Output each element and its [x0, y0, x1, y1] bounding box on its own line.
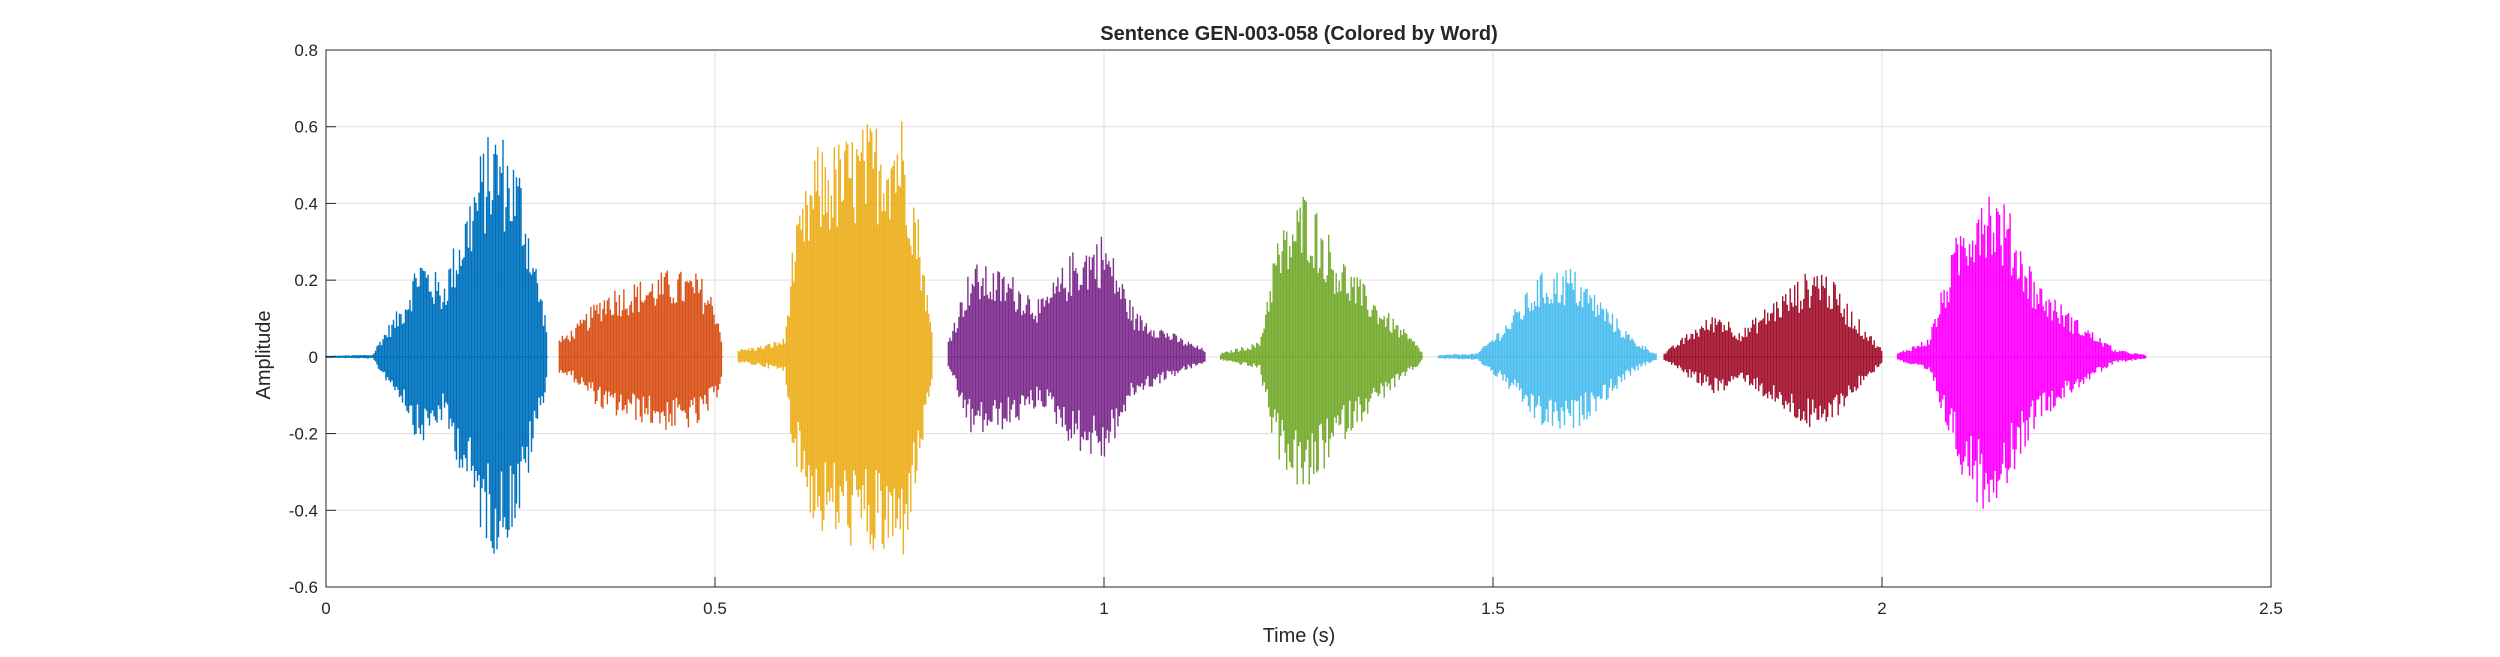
- waveform-path: [947, 236, 1206, 457]
- word-segment-6: [1437, 268, 1657, 429]
- waveform-path: [737, 121, 933, 555]
- chart-title: Sentence GEN-003-058 (Colored by Word): [1100, 23, 1498, 45]
- y-tick-label: -0.4: [289, 501, 318, 520]
- y-tick-label: 0: [309, 348, 318, 367]
- y-tick-label: -0.6: [289, 578, 318, 597]
- word-segment-2: [558, 270, 723, 430]
- x-tick-label: 2.5: [2259, 599, 2283, 618]
- x-tick-label: 1: [1099, 599, 1108, 618]
- y-axis-label: Amplitude: [253, 311, 275, 400]
- y-tick-label: 0.8: [294, 41, 318, 60]
- x-axis-label: Time (s): [1263, 625, 1336, 647]
- x-tick-label: 0: [321, 599, 330, 618]
- word-segment-4: [947, 236, 1206, 457]
- y-tick-label: 0.2: [294, 271, 318, 290]
- plot-box: [325, 49, 2272, 588]
- word-segment-7: [1663, 273, 1883, 428]
- word-segment-1: [325, 137, 548, 554]
- word-segment-3: [737, 121, 933, 555]
- x-tick-label: 0.5: [703, 599, 727, 618]
- y-tick-label: 0.6: [294, 118, 318, 137]
- y-tick-label: -0.2: [289, 425, 318, 444]
- x-tick-label: 1.5: [1481, 599, 1505, 618]
- x-tick-label: 2: [1877, 599, 1886, 618]
- word-segment-5: [1220, 196, 1423, 485]
- tick-labels: 0 0.5 1 1.5 2 2.5 -0.6 -0.4 -0.2 0 0.2 0.4 0.6 0.8: [289, 41, 2283, 618]
- waveform-series: [325, 121, 2147, 555]
- axes: [325, 49, 2272, 588]
- word-segment-8: [1896, 196, 2147, 509]
- y-tick-label: 0.4: [294, 194, 318, 213]
